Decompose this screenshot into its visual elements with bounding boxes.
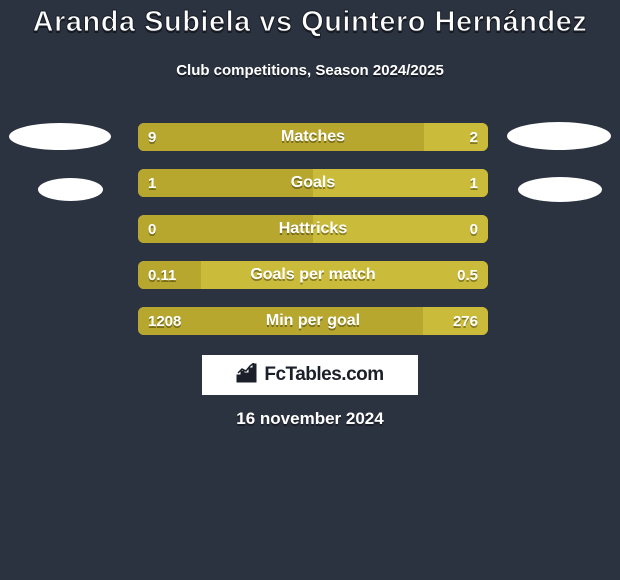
subtitle: Club competitions, Season 2024/2025: [0, 62, 620, 79]
comparison-infographic: Aranda Subiela vs Quintero Hernández Clu…: [0, 0, 620, 580]
stat-label: Goals per match: [138, 261, 488, 289]
stat-row: 0.110.5Goals per match: [138, 261, 488, 289]
ellipse-left-1: [9, 123, 111, 150]
logo-text: FcTables.com: [264, 364, 383, 386]
bar-chart-icon: [236, 363, 258, 388]
ellipse-right-1: [507, 122, 611, 150]
date-text: 16 november 2024: [0, 409, 620, 429]
ellipse-right-2: [518, 177, 602, 202]
ellipse-left-2: [38, 178, 103, 201]
stat-label: Hattricks: [138, 215, 488, 243]
stat-row: 00Hattricks: [138, 215, 488, 243]
stat-label: Goals: [138, 169, 488, 197]
stat-label: Matches: [138, 123, 488, 151]
stat-row: 92Matches: [138, 123, 488, 151]
stat-row: 1208276Min per goal: [138, 307, 488, 335]
stat-rows: 92Matches 11Goals 00Hattricks 0.110.5Goals …: [138, 123, 488, 353]
fctables-logo: FcTables.com: [202, 355, 418, 395]
stat-row: 11Goals: [138, 169, 488, 197]
page-title: Aranda Subiela vs Quintero Hernández: [0, 0, 620, 39]
stat-label: Min per goal: [138, 307, 488, 335]
